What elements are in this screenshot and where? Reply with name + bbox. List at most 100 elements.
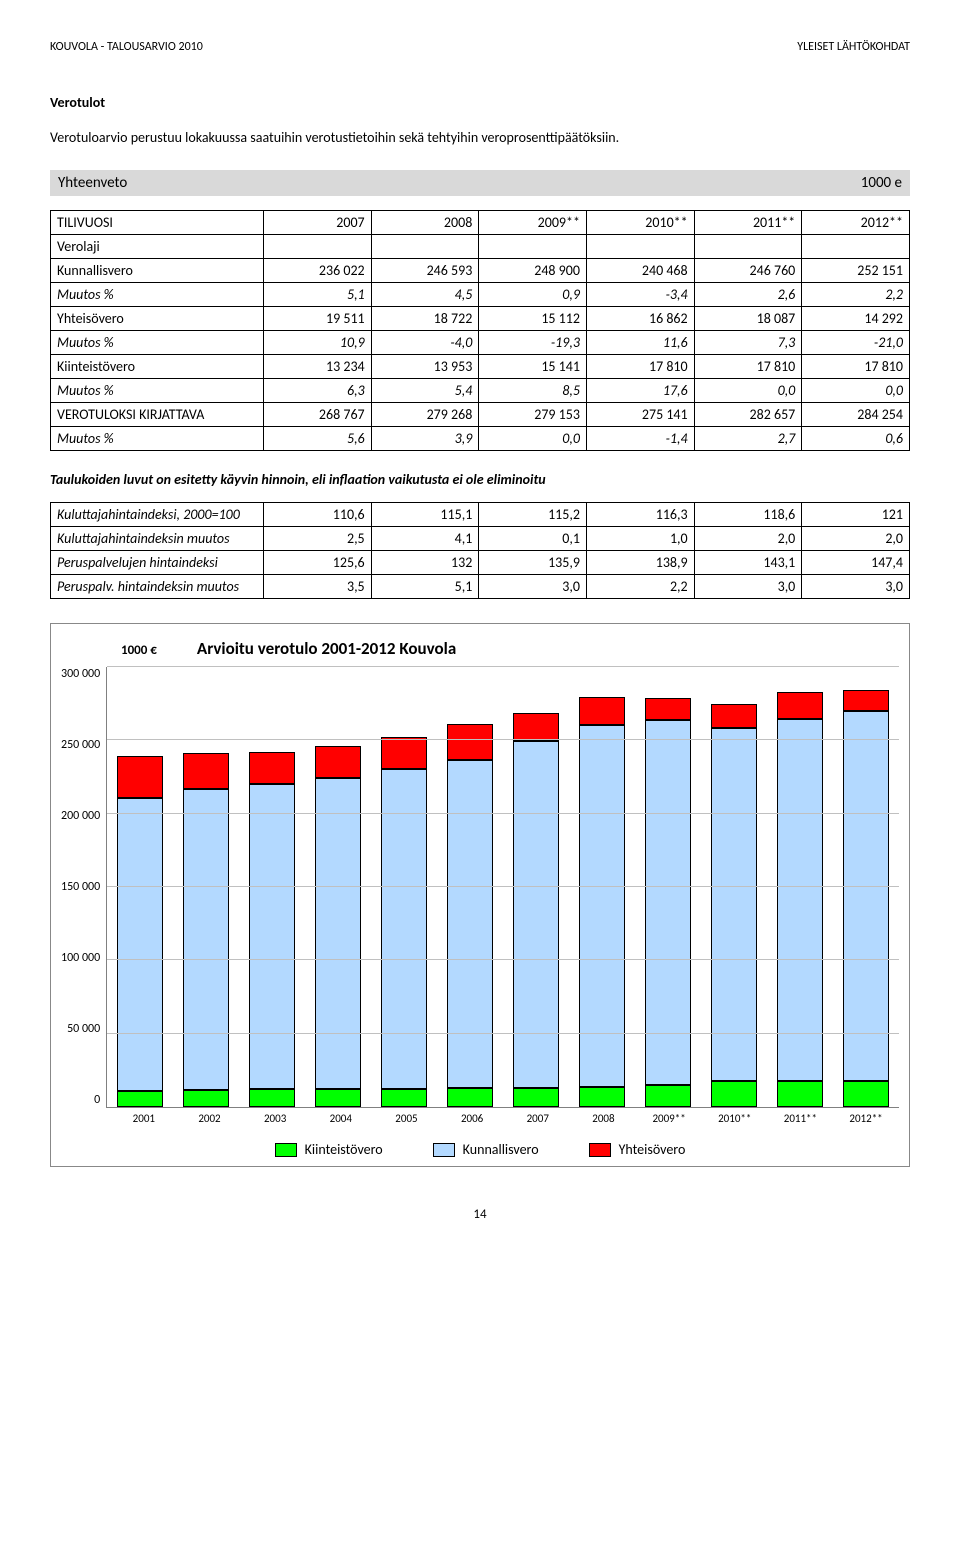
bar-segment <box>645 698 691 720</box>
summary-unit: 1000 e <box>861 174 902 192</box>
row-label: Muutos % <box>51 331 264 355</box>
y-tick-label: 100 000 <box>61 951 100 965</box>
bar <box>315 667 361 1107</box>
row-label: Peruspalvelujen hintaindeksi <box>51 551 264 575</box>
x-tick-label: 2003 <box>252 1112 298 1125</box>
table-cell: 5,4 <box>371 379 479 403</box>
table-cell: 1,0 <box>586 527 694 551</box>
bar <box>381 667 427 1107</box>
bars-group <box>107 667 899 1107</box>
y-tick-label: 0 <box>61 1093 100 1107</box>
table-cell: 14 292 <box>802 307 910 331</box>
table-header-row: TILIVUOSI200720082009**2010**2011**2012*… <box>51 211 910 235</box>
table-cell: 15 112 <box>479 307 587 331</box>
chart-container: 1000 € Arvioitu verotulo 2001-2012 Kouvo… <box>50 623 910 1167</box>
x-tick-label: 2012** <box>843 1112 889 1125</box>
bar-segment <box>117 1091 163 1107</box>
header-left: KOUVOLA - TALOUSARVIO 2010 <box>50 40 203 54</box>
legend-swatch <box>433 1143 455 1157</box>
row-label: Muutos % <box>51 379 264 403</box>
table-header-cell: 2010** <box>586 211 694 235</box>
table-row: Peruspalvelujen hintaindeksi125,6132135,… <box>51 551 910 575</box>
table-cell: 275 141 <box>586 403 694 427</box>
grid-line <box>107 886 899 887</box>
x-tick-label: 2006 <box>449 1112 495 1125</box>
table-cell: 135,9 <box>479 551 587 575</box>
bar <box>843 667 889 1107</box>
table-cell: 118,6 <box>694 503 802 527</box>
bar-segment <box>447 1088 493 1107</box>
row-label: VEROTULOKSI KIRJATTAVA <box>51 403 264 427</box>
table-cell: 115,2 <box>479 503 587 527</box>
table-cell: 240 468 <box>586 259 694 283</box>
table-cell: 284 254 <box>802 403 910 427</box>
bar-segment <box>513 741 559 1087</box>
bar-segment <box>315 746 361 778</box>
table-cell: 143,1 <box>694 551 802 575</box>
table-cell: 0,0 <box>479 427 587 451</box>
grid-line <box>107 739 899 740</box>
bar <box>513 667 559 1107</box>
legend-label: Yhteisövero <box>619 1141 686 1158</box>
section-title: Verotulot <box>50 94 910 111</box>
verolaji-label: Verolaji <box>51 235 264 259</box>
y-axis: 300 000250 000200 000150 000100 00050 00… <box>61 667 106 1107</box>
bar-segment <box>183 1090 229 1107</box>
table-row: Peruspalv. hintaindeksin muutos3,55,13,0… <box>51 575 910 599</box>
table-cell: 15 141 <box>479 355 587 379</box>
table-row: Muutos %10,9-4,0-19,311,67,3-21,0 <box>51 331 910 355</box>
table-cell: 6,3 <box>264 379 372 403</box>
legend-swatch <box>589 1143 611 1157</box>
bar-segment <box>249 1089 295 1107</box>
table-cell: -4,0 <box>371 331 479 355</box>
y-tick-label: 300 000 <box>61 667 100 681</box>
table-header-cell: 2012** <box>802 211 910 235</box>
bar <box>711 667 757 1107</box>
table-header-cell: TILIVUOSI <box>51 211 264 235</box>
table-cell: 18 087 <box>694 307 802 331</box>
bar-segment <box>381 1089 427 1107</box>
bar-segment <box>381 769 427 1089</box>
main-table: TILIVUOSI200720082009**2010**2011**2012*… <box>50 210 910 451</box>
table-cell: 246 760 <box>694 259 802 283</box>
table-cell: 252 151 <box>802 259 910 283</box>
row-label: Peruspalv. hintaindeksin muutos <box>51 575 264 599</box>
table-cell: 4,5 <box>371 283 479 307</box>
table-row: Yhteisövero19 51118 72215 11216 86218 08… <box>51 307 910 331</box>
chart-legend: Kiinteistövero Kunnallisvero Yhteisövero <box>61 1141 899 1158</box>
bar <box>183 667 229 1107</box>
legend-item: Kiinteistövero <box>275 1141 383 1158</box>
legend-label: Kiinteistövero <box>305 1141 383 1158</box>
table-cell: -19,3 <box>479 331 587 355</box>
chart-area: 300 000250 000200 000150 000100 00050 00… <box>61 667 899 1108</box>
table-cell: 5,1 <box>371 575 479 599</box>
x-tick-label: 2005 <box>383 1112 429 1125</box>
table-cell: 147,4 <box>802 551 910 575</box>
table-cell: 2,6 <box>694 283 802 307</box>
table-cell: 279 153 <box>479 403 587 427</box>
table-cell: 3,9 <box>371 427 479 451</box>
bar-segment <box>183 753 229 790</box>
table-cell: 13 953 <box>371 355 479 379</box>
y-tick-label: 150 000 <box>61 880 100 894</box>
table-cell: 5,1 <box>264 283 372 307</box>
bar-segment <box>579 697 625 724</box>
table-cell: 125,6 <box>264 551 372 575</box>
legend-item: Yhteisövero <box>589 1141 686 1158</box>
summary-label: Yhteenveto <box>58 174 127 192</box>
row-label: Kuluttajahintaindeksi, 2000=100 <box>51 503 264 527</box>
row-label: Kiinteistövero <box>51 355 264 379</box>
table-cell: 279 268 <box>371 403 479 427</box>
bar <box>579 667 625 1107</box>
table-cell: 2,0 <box>694 527 802 551</box>
table-cell: -21,0 <box>802 331 910 355</box>
header-right: YLEISET LÄHTÖKOHDAT <box>797 40 910 54</box>
table-cell: 2,7 <box>694 427 802 451</box>
table-cell: 11,6 <box>586 331 694 355</box>
legend-label: Kunnallisvero <box>463 1141 539 1158</box>
table-cell: 0,9 <box>479 283 587 307</box>
note-text: Taulukoiden luvut on esitetty käyvin hin… <box>50 471 910 488</box>
table-cell: 121 <box>802 503 910 527</box>
table-cell: -1,4 <box>586 427 694 451</box>
bar <box>777 667 823 1107</box>
